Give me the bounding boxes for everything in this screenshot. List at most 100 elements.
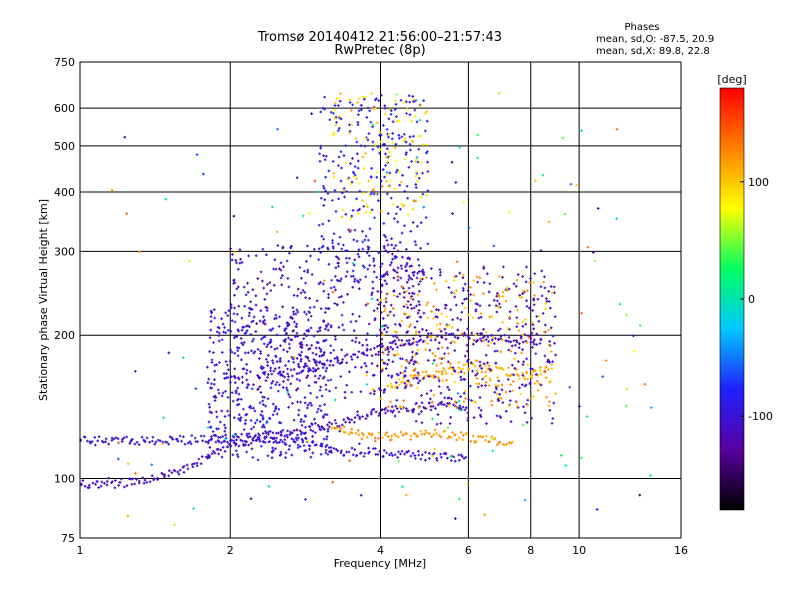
scatter-point bbox=[212, 308, 216, 311]
scatter-point bbox=[322, 187, 326, 190]
scatter-point bbox=[282, 380, 285, 383]
scatter-point bbox=[476, 302, 479, 306]
scatter-point bbox=[370, 167, 373, 170]
scatter-point bbox=[278, 454, 282, 457]
scatter-point bbox=[233, 320, 237, 324]
scatter-point bbox=[361, 95, 365, 98]
scatter-point bbox=[383, 347, 386, 351]
trace-point bbox=[204, 440, 208, 444]
scatter-point bbox=[410, 307, 414, 310]
scatter-point bbox=[452, 275, 456, 279]
scatter-point bbox=[449, 362, 452, 366]
scatter-point bbox=[403, 374, 407, 378]
scatter-point bbox=[223, 415, 227, 418]
scatter-point bbox=[295, 377, 299, 381]
trace-point bbox=[480, 339, 483, 343]
scatter-point bbox=[319, 348, 323, 352]
scatter-point bbox=[310, 273, 314, 276]
trace-point bbox=[186, 441, 190, 445]
scatter-point bbox=[392, 307, 396, 311]
scatter-point bbox=[459, 408, 462, 412]
scatter-point bbox=[287, 360, 290, 363]
scatter-point bbox=[212, 351, 215, 354]
scatter-point bbox=[564, 464, 567, 467]
scatter-point bbox=[348, 98, 351, 102]
scatter-point bbox=[466, 419, 470, 422]
trace-point bbox=[137, 443, 141, 447]
scatter-point bbox=[501, 338, 504, 342]
trace-point bbox=[248, 435, 252, 438]
scatter-point bbox=[416, 348, 420, 352]
scatter-point bbox=[327, 219, 331, 223]
trace-point bbox=[191, 465, 195, 469]
scatter-point bbox=[403, 369, 407, 373]
trace-point bbox=[283, 375, 286, 379]
scatter-point bbox=[447, 323, 451, 327]
scatter-point bbox=[297, 436, 300, 440]
scatter-point bbox=[107, 476, 111, 480]
trace-point bbox=[334, 421, 338, 425]
y-tick-label: 300 bbox=[54, 245, 75, 258]
scatter-point bbox=[388, 171, 392, 175]
scatter-point bbox=[395, 336, 399, 339]
scatter-point bbox=[226, 314, 229, 317]
scatter-point bbox=[266, 454, 270, 458]
scatter-point bbox=[263, 335, 267, 339]
scatter-point bbox=[240, 341, 243, 345]
scatter-point bbox=[372, 309, 376, 312]
scatter-point bbox=[125, 212, 128, 215]
trace-point bbox=[446, 437, 450, 440]
scatter-point bbox=[286, 277, 290, 280]
scatter-point bbox=[322, 437, 326, 441]
scatter-point bbox=[381, 367, 384, 371]
scatter-point bbox=[477, 382, 481, 385]
scatter-point bbox=[385, 171, 389, 174]
scatter-point bbox=[273, 258, 277, 262]
scatter-point bbox=[424, 339, 427, 343]
scatter-point bbox=[521, 348, 524, 351]
scatter-point bbox=[412, 362, 416, 366]
scatter-point bbox=[395, 330, 398, 334]
scatter-point bbox=[467, 313, 470, 317]
scatter-point bbox=[344, 161, 348, 164]
scatter-point bbox=[415, 304, 418, 308]
scatter-point bbox=[341, 208, 345, 212]
trace-point bbox=[487, 364, 491, 368]
trace-point bbox=[364, 417, 368, 420]
trace-point bbox=[393, 339, 397, 343]
scatter-point bbox=[526, 363, 530, 367]
trace-point bbox=[189, 442, 193, 446]
scatter-point bbox=[361, 199, 364, 203]
trace-point bbox=[90, 440, 94, 443]
trace-point bbox=[95, 480, 99, 484]
scatter-point bbox=[230, 319, 234, 323]
trace-point bbox=[481, 435, 485, 439]
scatter-point bbox=[445, 324, 449, 328]
scatter-point bbox=[455, 260, 459, 263]
trace-point bbox=[242, 444, 246, 447]
trace-point bbox=[83, 485, 87, 488]
trace-point bbox=[347, 433, 351, 436]
scatter-point bbox=[268, 281, 272, 284]
trace-point bbox=[393, 453, 397, 457]
scatter-point bbox=[547, 328, 550, 332]
scatter-point bbox=[453, 400, 457, 403]
scatter-point bbox=[465, 297, 468, 300]
scatter-point bbox=[431, 362, 435, 365]
trace-point bbox=[444, 331, 448, 335]
scatter-point bbox=[331, 241, 334, 245]
scatter-point bbox=[325, 366, 329, 370]
scatter-point bbox=[373, 216, 376, 220]
scatter-point bbox=[371, 148, 375, 151]
scatter-point bbox=[326, 453, 330, 456]
scatter-point bbox=[504, 409, 508, 413]
scatter-point bbox=[220, 455, 224, 459]
scatter-point bbox=[392, 335, 395, 338]
scatter-point bbox=[404, 153, 408, 156]
scatter-point bbox=[250, 447, 254, 451]
scatter-point bbox=[291, 402, 294, 405]
scatter-point bbox=[394, 212, 398, 216]
scatter-point bbox=[409, 303, 413, 306]
trace-point bbox=[196, 440, 199, 443]
scatter-point bbox=[401, 371, 404, 375]
